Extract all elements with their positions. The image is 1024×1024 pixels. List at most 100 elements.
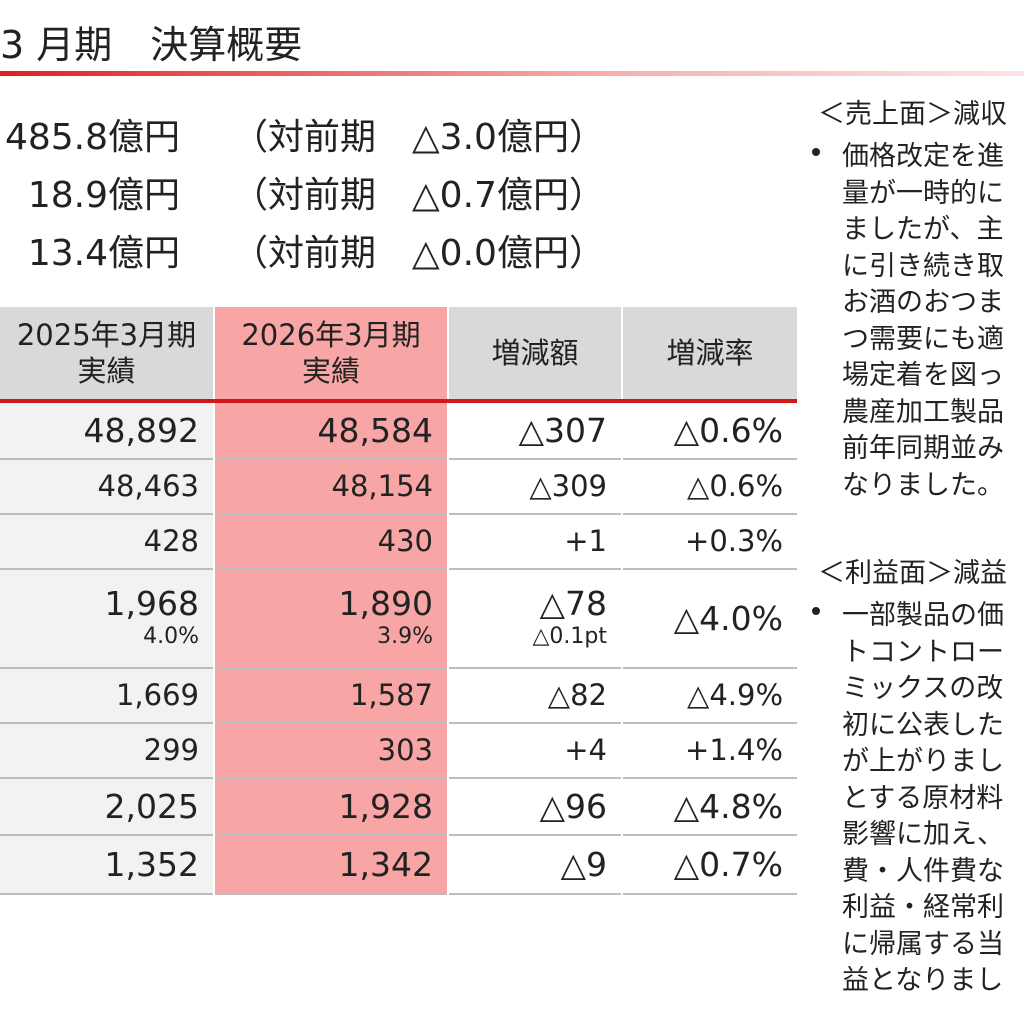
cell-text: +0.3% [685, 523, 783, 558]
cell-text: △96 [539, 786, 607, 826]
table-cell: 430 [215, 515, 447, 570]
cell-text: +1 [564, 523, 607, 558]
note-line: 一部製品の価 [842, 600, 1004, 631]
summary-change: （対前期 △3.0億円） [232, 117, 605, 158]
cell-text: +1.4% [685, 732, 783, 767]
table-cell: △307 [449, 403, 621, 460]
cell-text: △4.9% [687, 677, 783, 712]
summary-value: 13.4億円 [27, 233, 180, 274]
bullet [812, 148, 820, 156]
table-cell: △4.8% [623, 779, 797, 836]
header-cell: 増減額 [449, 307, 621, 399]
cell-text: 1,587 [349, 677, 433, 712]
note-line: トコントロー [842, 636, 1004, 668]
table-cell: △0.6% [623, 460, 797, 515]
title-rule [0, 71, 1024, 76]
table-cell: 1,968 4.0% [0, 570, 213, 669]
note-line: 農産加工製品 [842, 396, 1004, 428]
table-cell: △78 △0.1pt [449, 570, 621, 669]
note-line: 量が一時的に [842, 177, 1004, 209]
title: 3 月期 決算概要 [0, 23, 303, 67]
cell-text: 1,890 [338, 584, 433, 624]
cell-text: 2,025 [104, 786, 199, 826]
table-cell: 303 [215, 724, 447, 779]
note-line: ミックスの改 [842, 673, 1004, 704]
table-cell: +4 [449, 724, 621, 779]
header-text: 2025年3月期 [16, 317, 197, 352]
table-cell: △309 [449, 460, 621, 515]
note-line: なりました。 [842, 469, 1004, 501]
table-cell: 48,584 [215, 403, 447, 460]
table-cell: +1.4% [623, 724, 797, 779]
cell-text: 299 [143, 732, 199, 767]
table-cell: 1,342 [215, 836, 447, 895]
table-cell: △82 [449, 669, 621, 724]
note-line: 場定着を図っ [842, 360, 1004, 391]
header-cell: 増減率 [623, 307, 797, 399]
cell-text: △0.6% [687, 468, 783, 503]
bullet [812, 607, 820, 615]
table-cell: 48,463 [0, 460, 213, 515]
table-cell: △96 [449, 779, 621, 836]
table-cell: 1,587 [215, 669, 447, 724]
cell-text: △4.8% [673, 786, 783, 826]
note-line: 費・人件費な [842, 855, 1004, 887]
cell-text: 48,892 [83, 410, 199, 450]
table-cell: +1 [449, 515, 621, 570]
cell-text: △78 [539, 584, 607, 624]
cell-text: △4.0% [673, 598, 783, 638]
cell-text: 1,669 [115, 677, 199, 712]
header-rule [0, 399, 797, 403]
cell-text: 1,352 [104, 844, 199, 884]
header-text: 増減率 [666, 335, 754, 370]
cell-text: △0.7% [673, 844, 783, 884]
table-cell: 1,669 [0, 669, 213, 724]
note-line: に引き続き取 [842, 250, 1004, 282]
summary-change: （対前期 △0.7億円） [232, 175, 605, 216]
table-cell: 48,892 [0, 403, 213, 460]
table-cell: 428 [0, 515, 213, 570]
note-line: 初に公表した [842, 709, 1004, 741]
table-cell: 2,025 [0, 779, 213, 836]
note-line: に帰属する当 [842, 928, 1004, 960]
cell-subtext: 4.0% [143, 624, 199, 650]
header-text: 増減額 [491, 335, 579, 370]
table-cell: 1,352 [0, 836, 213, 895]
note-line: とする原材料 [842, 782, 1004, 814]
cell-text: 48,154 [331, 468, 433, 503]
note-line: が上がりまし [842, 746, 1004, 777]
note-line: お酒のおつま [842, 287, 1004, 318]
table-cell: 1,928 [215, 779, 447, 836]
cell-text: 303 [377, 732, 433, 767]
cell-text: 1,968 [104, 584, 199, 624]
cell-text: 48,584 [317, 410, 433, 450]
table-cell: △9 [449, 836, 621, 895]
note-heading: ＜売上面＞減収 [818, 99, 1007, 130]
cell-text: 430 [377, 523, 433, 558]
cell-text: 428 [143, 523, 199, 558]
cell-text: 1,342 [338, 844, 433, 884]
table-cell: 1,890 3.9% [215, 570, 447, 669]
table-cell: 299 [0, 724, 213, 779]
note-line: つ需要にも適 [842, 323, 1004, 355]
summary-value: 485.8億円 [4, 117, 180, 158]
summary-change: （対前期 △0.0億円） [232, 233, 605, 274]
note-line: 益となりまし [842, 965, 1004, 996]
note-line: ましたが、主 [842, 214, 1004, 245]
cell-text: △307 [518, 410, 607, 450]
note-line: 利益・経常利 [842, 892, 1004, 923]
header-text: 実績 [77, 354, 136, 388]
table-cell: +0.3% [623, 515, 797, 570]
header-cell: 2026年3月期 実績 [215, 307, 447, 399]
cell-text: △9 [560, 844, 607, 884]
note-line: 価格改定を進 [842, 141, 1004, 172]
table-cell: 48,154 [215, 460, 447, 515]
cell-text: △309 [529, 468, 607, 503]
note-heading: ＜利益面＞減益 [818, 558, 1007, 589]
cell-text: +4 [564, 732, 607, 767]
cell-subtext: △0.1pt [532, 624, 608, 650]
cell-subtext: 3.9% [377, 624, 433, 650]
table-cell: △0.6% [623, 403, 797, 460]
cell-text: 48,463 [97, 468, 199, 503]
